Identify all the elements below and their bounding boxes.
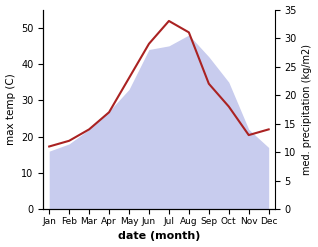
Y-axis label: max temp (C): max temp (C) bbox=[5, 74, 16, 145]
Y-axis label: med. precipitation (kg/m2): med. precipitation (kg/m2) bbox=[302, 44, 313, 175]
X-axis label: date (month): date (month) bbox=[118, 231, 200, 242]
